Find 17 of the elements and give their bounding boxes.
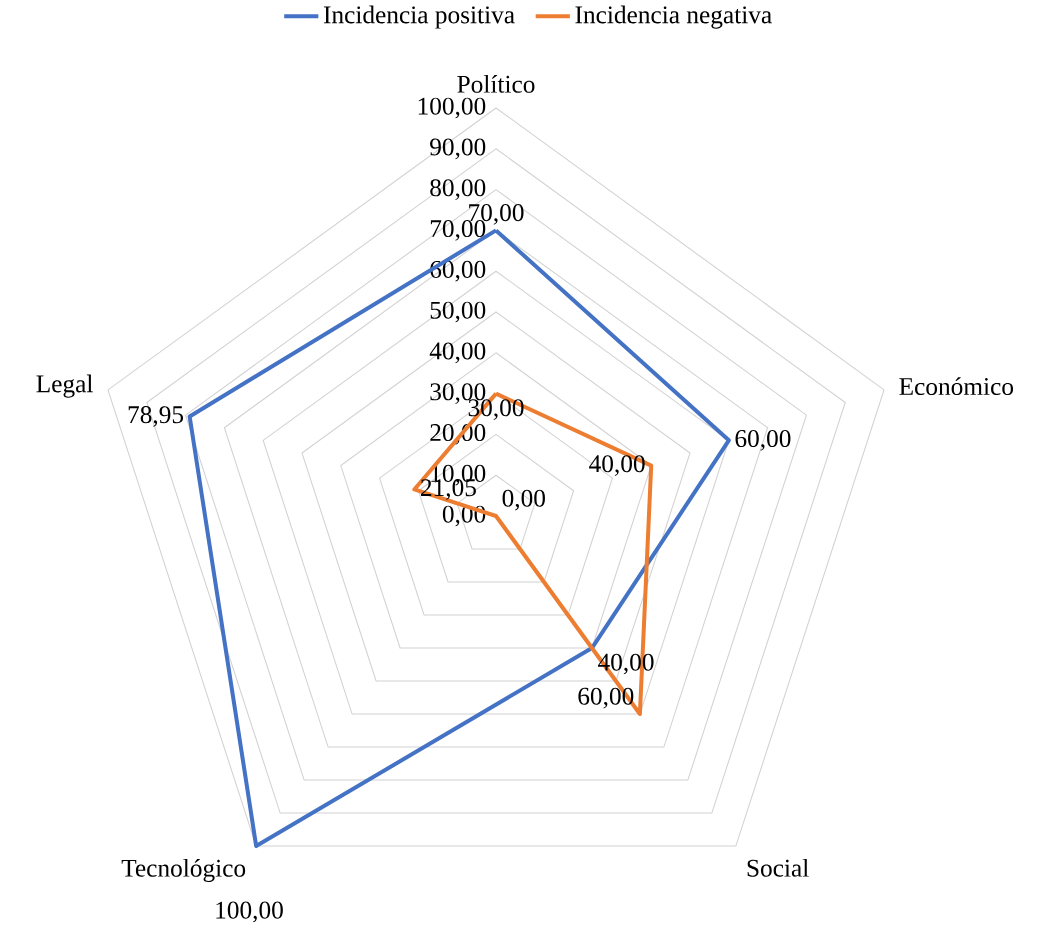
legend-label: Incidencia negativa bbox=[575, 5, 772, 29]
spoke-label: Político bbox=[457, 74, 535, 93]
data-label: 60,00 bbox=[735, 429, 791, 451]
spoke-label: Tecnológico bbox=[121, 858, 246, 882]
data-label: 100,00 bbox=[216, 901, 283, 923]
data-label: 0,00 bbox=[502, 489, 545, 511]
y-tick-label: 100,00 bbox=[418, 97, 486, 119]
data-label: 78,95 bbox=[128, 406, 184, 427]
data-label: 40,00 bbox=[589, 455, 645, 476]
y-tick-label: 90,00 bbox=[430, 138, 486, 160]
y-tick-label: 80,00 bbox=[430, 179, 486, 200]
y-tick-label: 40,00 bbox=[429, 342, 486, 364]
spoke-label: Legal bbox=[36, 374, 93, 398]
spoke-label: Social bbox=[747, 858, 809, 877]
legend-label: Incidencia positiva bbox=[323, 5, 515, 29]
y-tick-label: 50,00 bbox=[430, 301, 486, 323]
spoke-label: Económico bbox=[899, 377, 1014, 396]
